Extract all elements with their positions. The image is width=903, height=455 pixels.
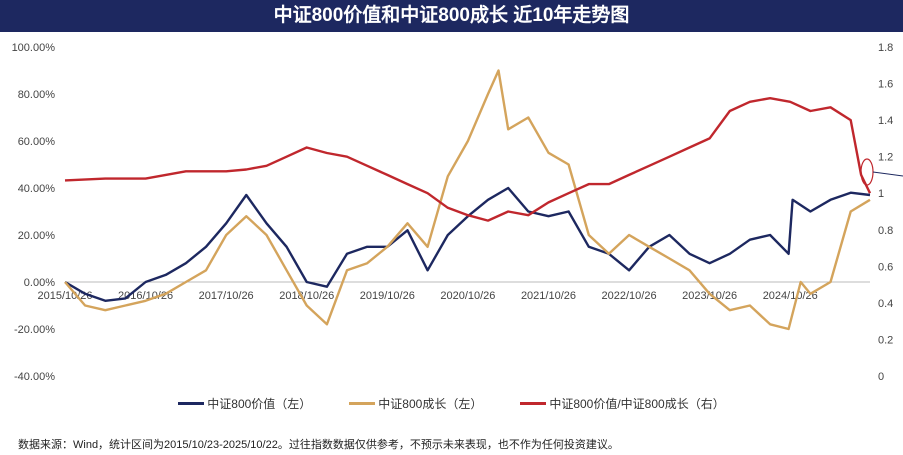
legend-swatch	[349, 402, 376, 405]
footer-note: 数据来源：Wind，统计区间为2015/10/23-2025/10/22。过往指…	[18, 439, 619, 451]
y-left-tick-label: 20.00%	[18, 230, 56, 242]
y-right-tick-label: 0.2	[878, 334, 893, 346]
y-right-tick-label: 1.4	[878, 115, 893, 127]
y-right-tick-label: 0.6	[878, 261, 893, 273]
y-right-tick-label: 1.6	[878, 79, 893, 91]
legend-swatch	[178, 402, 205, 405]
x-tick-label: 2024/10/26	[763, 290, 818, 302]
series-line-2	[64, 96, 872, 222]
y-left-tick-label: -20.00%	[14, 324, 55, 336]
chart-plot: 100.00% 80.00% 60.00% 40.00% 20.00% 0.00% -20.…	[12, 42, 903, 383]
legend-item-growth: 中证800成长（左）	[349, 395, 482, 412]
legend-item-ratio: 中证800价值/中证800成长（右）	[520, 395, 725, 412]
chart-title: 中证800价值和中证800成长 近10年走势图	[0, 0, 903, 32]
legend-swatch	[520, 402, 547, 405]
x-tick-label: 2021/10/26	[521, 290, 576, 302]
legend-label: 中证800价值（左）	[207, 397, 312, 411]
x-tick-label: 2022/10/26	[602, 290, 657, 302]
legend: 中证800价值（左） 中证800成长（左） 中证800价值/中证800成长（右）	[0, 395, 903, 412]
y-right-tick-label: 0.8	[878, 225, 893, 237]
y-left-tick-label: 80.00%	[18, 89, 56, 101]
y-left-tick-label: 0.00%	[24, 277, 55, 289]
series-line-0	[64, 186, 871, 302]
series-line-1	[64, 69, 871, 331]
x-tick-label: 2017/10/26	[199, 290, 254, 302]
y-right-tick-label: 0.4	[878, 298, 893, 310]
y-left-tick-label: 100.00%	[12, 42, 56, 54]
y-right-tick-label: 1	[878, 188, 884, 200]
legend-label: 中证800成长（左）	[378, 397, 483, 411]
y-right-tick-label: 1.8	[878, 42, 893, 54]
legend-label: 中证800价值/中证800成长（右）	[549, 397, 725, 411]
legend-item-value: 中证800价值（左）	[178, 395, 311, 412]
y-right-tick-label: 1.2	[878, 152, 893, 164]
x-tick-label: 2020/10/26	[440, 290, 495, 302]
y-left-tick-label: 40.00%	[18, 183, 56, 195]
x-tick-label: 2023/10/26	[682, 290, 737, 302]
x-tick-label: 2015/10/26	[37, 290, 92, 302]
highlight-circle	[860, 158, 874, 186]
y-right-tick-label: 0	[878, 371, 884, 383]
y-left-tick-label: 60.00%	[18, 136, 56, 148]
x-tick-label: 2018/10/26	[279, 290, 334, 302]
annotation-pointer	[872, 171, 903, 177]
y-left-tick-label: -40.00%	[14, 371, 55, 383]
x-tick-label: 2019/10/26	[360, 290, 415, 302]
